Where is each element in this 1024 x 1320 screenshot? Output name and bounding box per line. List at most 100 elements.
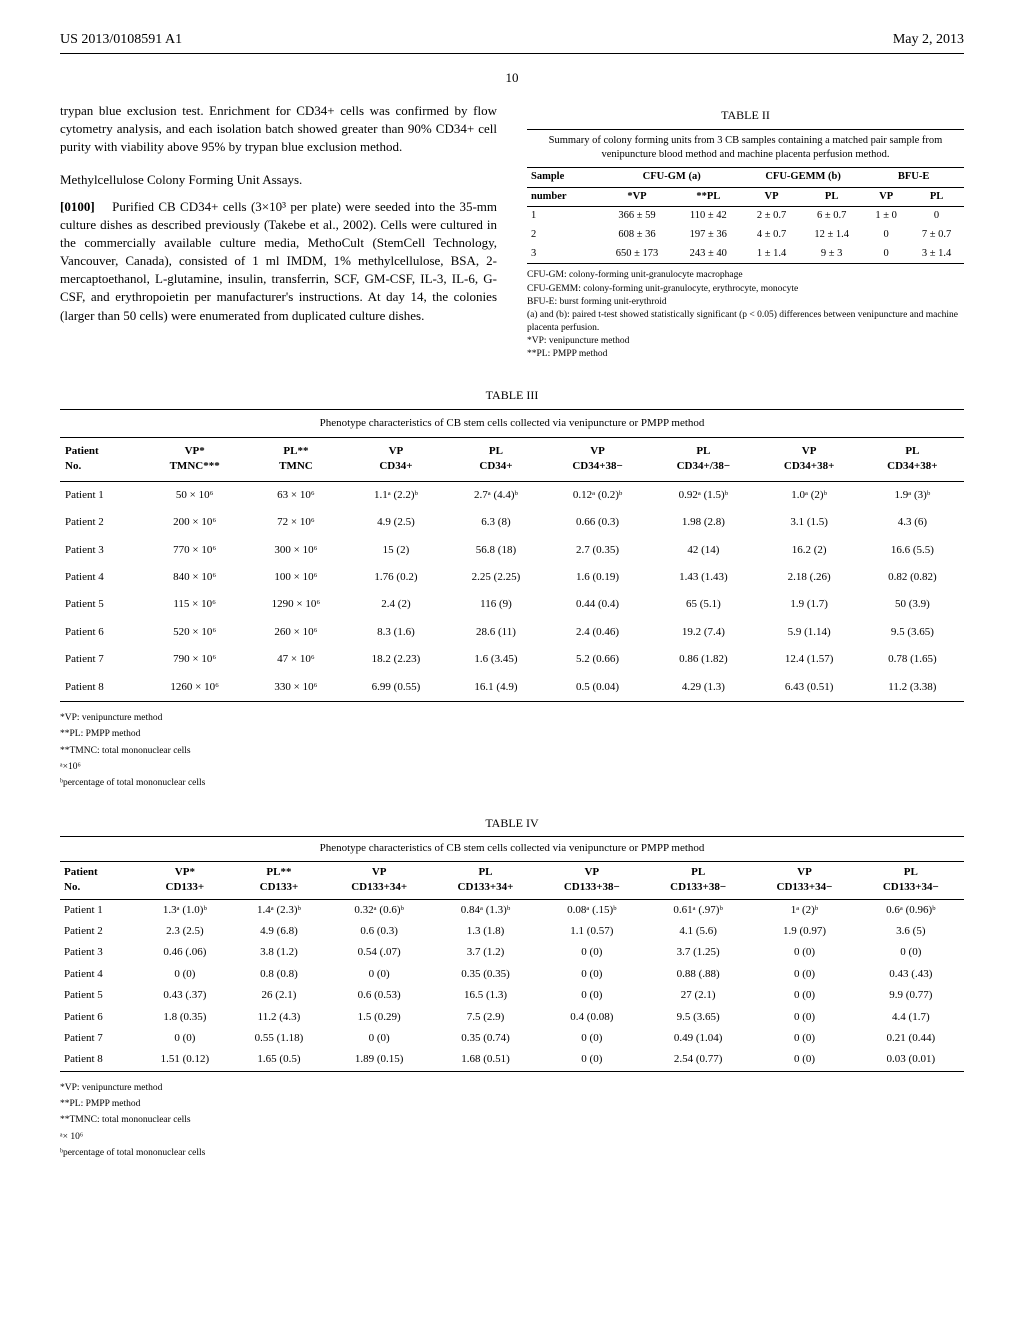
table-cell: Patient 6 [60,1007,138,1028]
table-cell: 16.1 (4.9) [446,674,546,702]
table-cell: 5.9 (1.14) [758,619,861,646]
table-cell: 3.8 (1.2) [232,942,326,963]
t2-gh-2: CFU-GEMM (b) [743,167,863,187]
table-cell: 26 (2.1) [232,985,326,1006]
footnote-line: ᵃ×10⁶ [60,761,964,773]
table-cell: 0 (0) [326,1028,432,1049]
two-column-layout: trypan blue exclusion test. Enrichment f… [60,102,964,362]
table-cell: 0.92ᵃ (1.5)ᵇ [649,481,757,509]
table-cell: 1.1ᵃ (2.2)ᵇ [346,481,446,509]
table-cell: 1.76 (0.2) [346,564,446,591]
table-cell: 0.55 (1.18) [232,1028,326,1049]
table-cell: 0 (0) [751,1049,857,1071]
table-cell: 42 (14) [649,537,757,564]
table-cell: 4.9 (2.5) [346,509,446,536]
table3: Phenotype characteristics of CB stem cel… [60,409,964,702]
table-cell: 1.9 (1.7) [758,591,861,618]
table-cell: 4 ± 0.7 [743,226,800,245]
t2-sh-2: **PL [674,187,743,207]
table-cell: 2.18 (.26) [758,564,861,591]
table-cell: 1.0ᵃ (2)ᵇ [758,481,861,509]
t2-gh-0: Sample [527,167,600,187]
table-cell: 72 × 10⁶ [246,509,346,536]
footnote-line: CFU-GEMM: colony-forming unit-granulocyt… [527,283,964,295]
table-cell: 0 (0) [539,1049,645,1071]
table-cell: 11.2 (3.38) [861,674,964,702]
table-cell: 2.3 (2.5) [138,921,232,942]
table-cell: 16.5 (1.3) [432,985,538,1006]
publication-number: US 2013/0108591 A1 [60,30,182,50]
table-cell: 2.4 (2) [346,591,446,618]
table2-title: TABLE II [527,107,964,124]
table-cell: 0.66 (0.3) [546,509,649,536]
table-cell: Patient 8 [60,1049,138,1071]
table-cell: 2 [527,226,600,245]
table-cell: 4.4 (1.7) [858,1007,964,1028]
table-cell: 0 (0) [326,964,432,985]
footnote-line: ᵇpercentage of total mononuclear cells [60,777,964,789]
table-header: PL CD34+ [446,437,546,481]
assay-body: Purified CB CD34+ cells (3×10³ per plate… [60,199,497,323]
page-number: 10 [60,69,964,87]
table-cell: 12 ± 1.4 [800,226,863,245]
table-cell: 1.89 (0.15) [326,1049,432,1071]
table-cell: 47 × 10⁶ [246,646,346,673]
table-cell: Patient 4 [60,964,138,985]
table-cell: 5.2 (0.66) [546,646,649,673]
table-cell: 3.7 (1.25) [645,942,751,963]
footnote-line: **PL: PMPP method [60,1098,964,1110]
table-cell: 366 ± 59 [600,207,673,226]
table-cell: 0 (0) [751,964,857,985]
table-cell: 0.6ᵃ (0.96)ᵇ [858,899,964,921]
table-cell: 200 × 10⁶ [143,509,246,536]
table-header: VP CD133+34+ [326,861,432,899]
assay-paragraph: [0100] Purified CB CD34+ cells (3×10³ pe… [60,198,497,325]
table-cell: 0 [863,245,909,264]
footnote-line: *VP: venipuncture method [60,1082,964,1094]
table-cell: 0 [863,226,909,245]
table2-footnotes: CFU-GM: colony-forming unit-granulocyte … [527,269,964,360]
table-cell: Patient 8 [60,674,143,702]
table-cell: 16.6 (5.5) [861,537,964,564]
table-cell: 1.1 (0.57) [539,921,645,942]
right-column: TABLE II Summary of colony forming units… [527,102,964,362]
intro-paragraph: trypan blue exclusion test. Enrichment f… [60,102,497,157]
table3-footnotes: *VP: venipuncture method**PL: PMPP metho… [60,712,964,790]
table-cell: 0.35 (0.35) [432,964,538,985]
table-cell: 330 × 10⁶ [246,674,346,702]
table4-block: TABLE IV Phenotype characteristics of CB… [60,815,964,1160]
table-cell: 65 (5.1) [649,591,757,618]
table-cell: 1ᵃ (2)ᵇ [751,899,857,921]
table-cell: 0 (0) [751,1007,857,1028]
table-cell: 0 (0) [138,964,232,985]
table4: Phenotype characteristics of CB stem cel… [60,836,964,1071]
table-cell: 0.84ᵃ (1.3)ᵇ [432,899,538,921]
footnote-line: **PL: PMPP method [60,728,964,740]
table-cell: Patient 4 [60,564,143,591]
table-header: VP CD34+ [346,437,446,481]
table-header: VP* CD133+ [138,861,232,899]
table-cell: Patient 5 [60,591,143,618]
table-cell: 15 (2) [346,537,446,564]
table-cell: 608 ± 36 [600,226,673,245]
footnote-line: ᵃ× 10⁶ [60,1131,964,1143]
table-cell: 2.4 (0.46) [546,619,649,646]
table-cell: 6.43 (0.51) [758,674,861,702]
t2-sh-6: PL [909,187,964,207]
table-header: PL CD34+38+ [861,437,964,481]
table-cell: 16.2 (2) [758,537,861,564]
table-cell: 0.08ᵃ (.15)ᵇ [539,899,645,921]
table-cell: 50 × 10⁶ [143,481,246,509]
table-cell: 27 (2.1) [645,985,751,1006]
table-header: PL** TMNC [246,437,346,481]
table-cell: 0.6 (0.3) [326,921,432,942]
t2-sh-4: PL [800,187,863,207]
table-cell: Patient 1 [60,899,138,921]
table-cell: 790 × 10⁶ [143,646,246,673]
table-cell: Patient 5 [60,985,138,1006]
table-cell: 6 ± 0.7 [800,207,863,226]
table-cell: 19.2 (7.4) [649,619,757,646]
table-cell: 1 ± 0 [863,207,909,226]
table-cell: 63 × 10⁶ [246,481,346,509]
t2-sh-0: number [527,187,600,207]
